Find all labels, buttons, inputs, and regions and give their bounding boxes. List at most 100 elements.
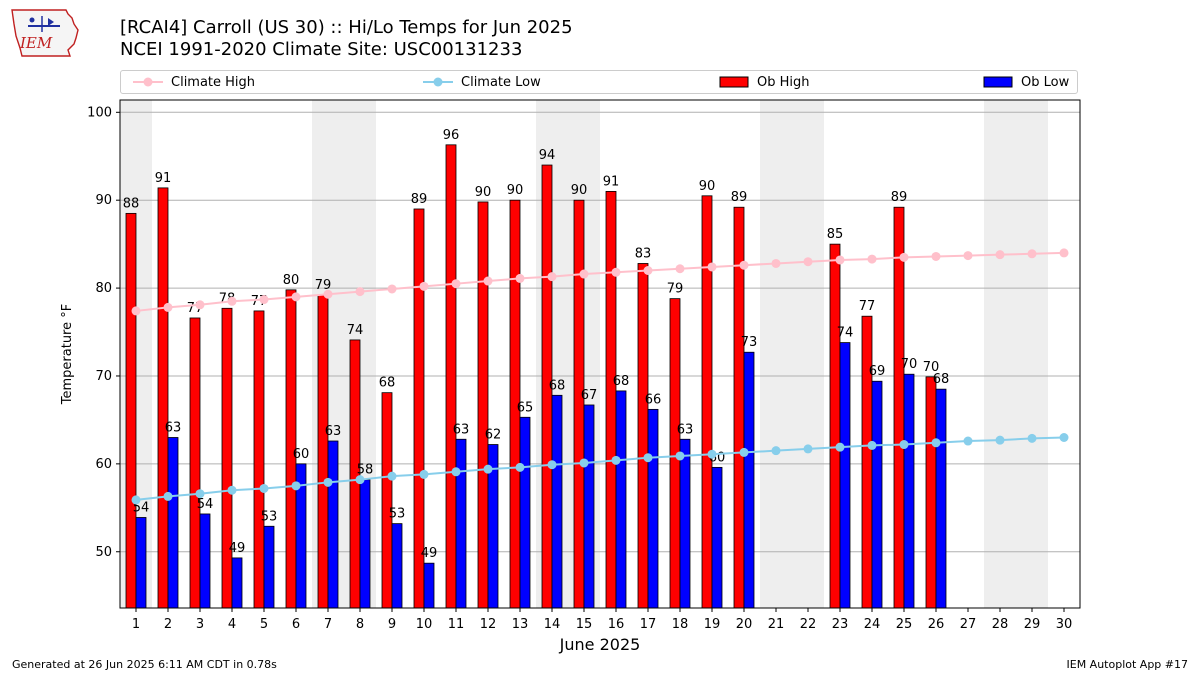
logo-text: IEM (19, 34, 53, 52)
climate-high-point (739, 260, 749, 270)
ob-high-label: 90 (475, 185, 492, 200)
y-tick-label: 90 (95, 193, 112, 208)
climate-low-point (195, 489, 205, 499)
climate-low-point (579, 458, 589, 468)
climate-low-point (227, 485, 237, 495)
ob-low-label: 68 (933, 372, 950, 387)
ob-low-label: 67 (581, 388, 598, 403)
climate-low-point (643, 453, 653, 463)
x-tick-label: 16 (608, 617, 625, 632)
ob-high-label: 91 (603, 174, 620, 189)
x-tick-label: 8 (356, 617, 364, 632)
climate-high-point (643, 266, 653, 276)
climate-high-point (259, 295, 269, 305)
ob-low-bar (551, 394, 563, 609)
climate-high-point (451, 279, 461, 289)
ob-low-bar (167, 437, 179, 609)
climate-high-point (131, 306, 141, 316)
climate-high-point (835, 255, 845, 265)
climate-high-point (963, 251, 973, 261)
climate-high-point (323, 289, 333, 299)
climate-low-point (675, 451, 685, 461)
ob-high-bar (637, 263, 649, 609)
legend-label-ob-high: Ob High (757, 74, 810, 90)
x-tick-label: 14 (544, 617, 561, 632)
climate-high-point (195, 300, 205, 310)
iem-logo: IEM (11, 9, 79, 57)
x-tick-label: 19 (704, 617, 721, 632)
x-tick-label: 6 (292, 617, 300, 632)
x-tick-label: 17 (640, 617, 657, 632)
ob-high-bar (829, 243, 841, 609)
x-tick-label: 9 (388, 617, 396, 632)
ob-high-bar (125, 212, 137, 609)
ob-low-bar (903, 373, 915, 609)
plot-frame (119, 99, 1081, 609)
x-tick-label: 10 (416, 617, 433, 632)
climate-low-line-swatch (423, 77, 453, 87)
climate-low-point (899, 440, 909, 450)
climate-low-point (611, 455, 621, 465)
ob-low-bar (935, 388, 947, 609)
legend-label-climate-low: Climate Low (461, 74, 541, 90)
ob-low-label: 53 (261, 509, 278, 524)
climate-low-point (259, 483, 269, 493)
x-tick-label: 25 (896, 617, 913, 632)
climate-high-point (227, 296, 237, 306)
ob-low-bar (423, 562, 435, 609)
x-tick-label: 20 (736, 617, 753, 632)
ob-high-label: 91 (155, 171, 172, 186)
climate-low-point (483, 464, 493, 474)
ob-high-label: 80 (283, 273, 300, 288)
y-tick-label: 50 (95, 545, 112, 560)
ob-high-label: 96 (443, 128, 460, 143)
ob-low-label: 69 (869, 364, 886, 379)
climate-high-point (387, 284, 397, 294)
ob-high-bar (317, 294, 329, 609)
ob-high-bar (925, 376, 937, 609)
climate-low-point (419, 469, 429, 479)
climate-low-point (771, 446, 781, 456)
climate-low-point (707, 449, 717, 459)
x-tick-label: 18 (672, 617, 689, 632)
ob-high-label: 77 (859, 299, 876, 314)
ob-high-bar (573, 199, 585, 609)
y-axis-label: Temperature °F (60, 304, 75, 405)
climate-low-point (163, 491, 173, 501)
footer-generated-text: Generated at 26 Jun 2025 6:11 AM CDT in … (12, 658, 277, 671)
ob-high-label: 94 (539, 148, 556, 163)
ob-high-label: 83 (635, 246, 652, 261)
ob-low-label: 49 (421, 546, 438, 561)
ob-low-bar (839, 342, 851, 609)
climate-low-point (963, 436, 973, 446)
ob-low-label: 73 (741, 335, 758, 350)
ob-low-bar (263, 525, 275, 609)
ob-low-label: 63 (165, 420, 182, 435)
ob-high-bar (189, 317, 201, 609)
x-tick-label: 21 (768, 617, 785, 632)
climate-high-point (547, 272, 557, 282)
x-tick-label: 12 (480, 617, 497, 632)
y-tick-label: 80 (95, 281, 112, 296)
climate-high-point (355, 287, 365, 297)
x-axis-label: June 2025 (559, 635, 641, 654)
climate-low-point (547, 460, 557, 470)
climate-low-point (867, 440, 877, 450)
ob-low-bar (743, 351, 755, 609)
climate-low-point (739, 447, 749, 457)
x-tick-label: 30 (1056, 617, 1073, 632)
ob-low-bar (871, 380, 883, 609)
climate-high-point (707, 262, 717, 272)
ob-high-label: 88 (123, 196, 140, 211)
x-tick-label: 28 (992, 617, 1009, 632)
climate-high-line-swatch (133, 77, 163, 87)
ob-high-label: 68 (379, 376, 396, 391)
ob-low-bar (647, 408, 659, 609)
ob-high-label: 90 (507, 183, 524, 198)
ob-low-bar (711, 466, 723, 609)
footer-app-label: IEM Autoplot App #17 (1066, 658, 1189, 671)
legend-label-climate-high: Climate High (171, 74, 256, 90)
climate-high-point (995, 250, 1005, 260)
legend-label-ob-low: Ob Low (1021, 74, 1070, 90)
